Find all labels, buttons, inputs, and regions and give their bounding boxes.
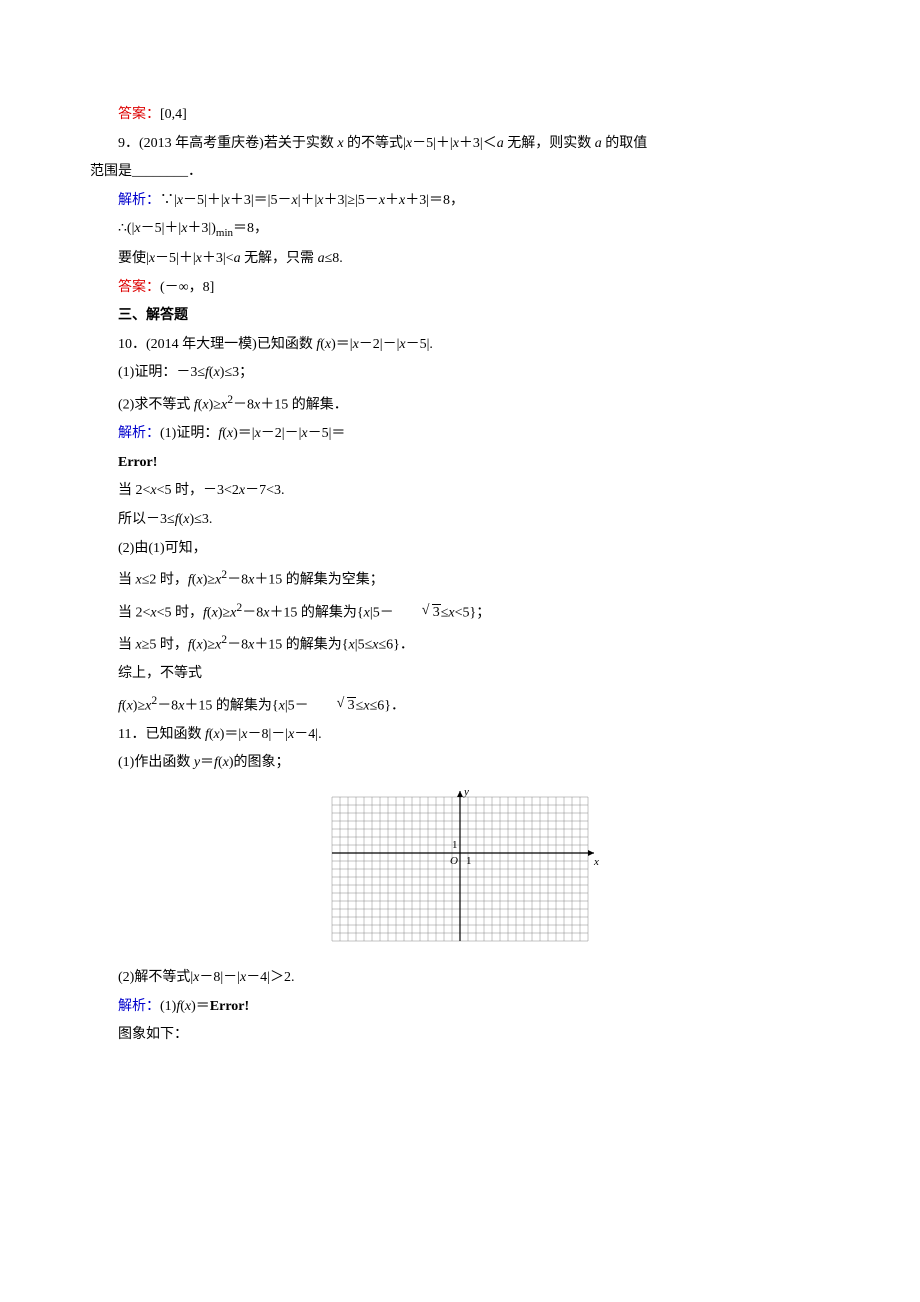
- answer-9: 答案：(－∞，8]: [90, 275, 830, 302]
- q9-analysis-2: ∴(|x－5|＋|x＋3|)min＝8，: [90, 216, 830, 244]
- q10-summary: 综上，不等式: [90, 661, 830, 688]
- analysis-label: 解析：: [118, 999, 160, 1014]
- svg-text:y: y: [463, 786, 469, 798]
- q10-proof-1: 当 2<x<5 时，－3<2x－7<3.: [90, 478, 830, 505]
- svg-text:1: 1: [466, 855, 472, 867]
- section-heading: 三、解答题: [90, 303, 830, 330]
- blank-coordinate-grid: yxO11: [90, 783, 830, 955]
- q11-part2: (2)解不等式|x－8|－|x－4|＞2.: [90, 965, 830, 992]
- answer-9-value: (－∞，8]: [160, 280, 214, 295]
- q10-proof-2: 所以－3≤f(x)≤3.: [90, 507, 830, 534]
- q10-case3: 当 x≥5 时，f(x)≥x2－8x＋15 的解集为{x|5≤x≤6}．: [90, 629, 830, 659]
- answer-8-value: [0,4]: [160, 107, 187, 122]
- q11-stem: 11．已知函数 f(x)＝|x－8|－|x－4|.: [90, 722, 830, 749]
- q10-final: f(x)≥x2－8x＋15 的解集为{x|5－3≤x≤6}．: [90, 690, 830, 720]
- q10-case1: 当 x≤2 时，f(x)≥x2－8x＋15 的解集为空集；: [90, 564, 830, 594]
- svg-text:O: O: [450, 855, 458, 867]
- svg-text:1: 1: [452, 839, 458, 851]
- grid-chart: yxO11: [318, 783, 602, 955]
- q11-part1: (1)作出函数 y＝f(x)的图象；: [90, 750, 830, 777]
- q11-analysis: 解析：(1)f(x)＝Error!: [90, 994, 830, 1021]
- q9-analysis-1: 解析：∵|x－5|＋|x＋3|＝|5－x|＋|x＋3|≥|5－x＋x＋3|＝8，: [90, 188, 830, 215]
- q10-analysis-1: 解析：(1)证明：f(x)＝|x－2|－|x－5|＝: [90, 421, 830, 448]
- analysis-label: 解析：: [118, 426, 160, 441]
- q11-graph-label: 图象如下：: [90, 1022, 830, 1049]
- q10-part2-sol-0: (2)由(1)可知，: [90, 536, 830, 563]
- q10-stem: 10．(2014 年大理一模)已知函数 f(x)＝|x－2|－|x－5|.: [90, 332, 830, 359]
- answer-label: 答案：: [118, 280, 160, 295]
- q10-part1: (1)证明：－3≤f(x)≤3；: [90, 360, 830, 387]
- answer-8: 答案：[0,4]: [90, 102, 830, 129]
- answer-label: 答案：: [118, 107, 160, 122]
- q9-stem-1: 9．(2013 年高考重庆卷)若关于实数 x 的不等式|x－5|＋|x＋3|＜a…: [90, 131, 830, 158]
- error-placeholder: Error!: [90, 450, 830, 477]
- analysis-label: 解析：: [118, 193, 160, 208]
- q9-analysis-3: 要使|x－5|＋|x＋3|<a 无解，只需 a≤8.: [90, 246, 830, 273]
- q10-part2: (2)求不等式 f(x)≥x2－8x＋15 的解集．: [90, 389, 830, 419]
- page: 答案：[0,4] 9．(2013 年高考重庆卷)若关于实数 x 的不等式|x－5…: [0, 0, 920, 1302]
- sqrt-icon: 3: [394, 600, 441, 627]
- svg-text:x: x: [593, 856, 599, 868]
- q10-case2: 当 2<x<5 时，f(x)≥x2－8x＋15 的解集为{x|5－3≤x<5}；: [90, 597, 830, 627]
- q9-stem-2: 范围是________．: [90, 159, 830, 186]
- sqrt-icon: 3: [309, 693, 356, 720]
